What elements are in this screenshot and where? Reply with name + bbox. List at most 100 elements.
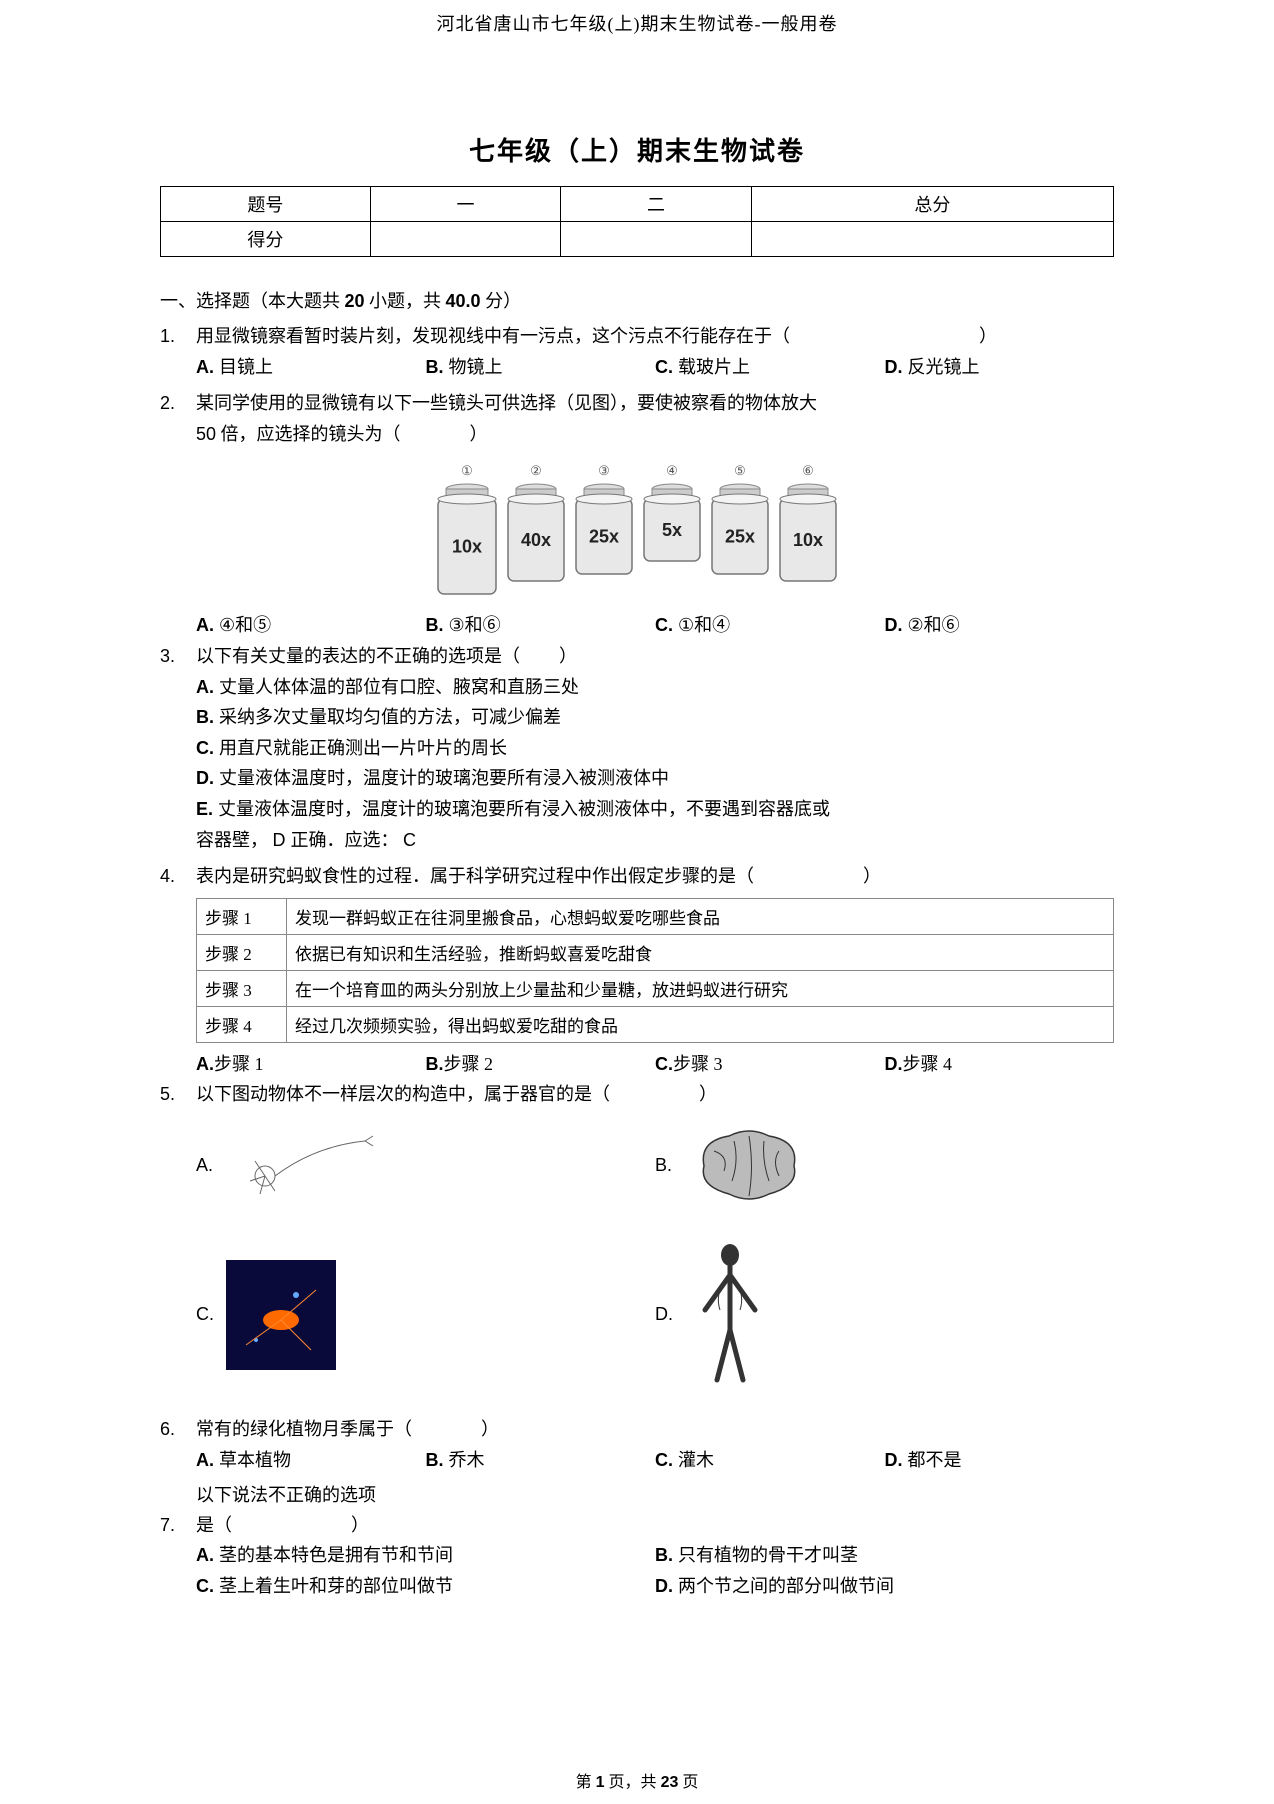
option-text: ②和⑥ xyxy=(908,615,960,635)
note-text: D 正确．应选： xyxy=(273,830,399,850)
paren: ） xyxy=(351,1515,369,1535)
footer-text: 页 xyxy=(682,1774,698,1791)
table-row: 步骤 3在一个培育皿的两头分别放上少量盐和少量糖，放进蚂蚁进行研究 xyxy=(197,970,1114,1006)
question-text: 倍，应选择的镜头为（ xyxy=(221,424,401,444)
footer-text: 页，共 xyxy=(609,1774,657,1791)
option-a: A.步骤 1 xyxy=(196,1049,426,1080)
table-row: 步骤 2依据已有知识和生活经验，推断蚂蚁喜爱吃甜食 xyxy=(197,934,1114,970)
option-text: 用直尺就能正确测出一片叶片的周长 xyxy=(219,738,507,758)
page-total: 23 xyxy=(661,1774,679,1791)
option-text: 丈量人体体温的部位有口腔、腋窝和直肠三处 xyxy=(219,677,579,697)
option-a: A. 草本植物 xyxy=(196,1445,426,1476)
question-text: 是（ xyxy=(196,1515,232,1535)
footer-text: 第 xyxy=(576,1774,592,1791)
question-2: 2. 某同学使用的显微镜有以下一些镜头可供选择（见图），要使被察看的物体放大 5… xyxy=(160,388,1114,449)
table-row: 得分 xyxy=(161,222,1114,257)
question-text: 用显微镜察看暂时装片刻，发现视线中有一污点，这个污点不行能存在于（ xyxy=(196,326,790,346)
option-text: 丈量液体温度时，温度计的玻璃泡要所有浸入被测液体中，不要遇到容器底或 xyxy=(218,799,830,819)
step-text: 经过几次频频实验，得出蚂蚁爱吃甜的食品 xyxy=(287,1006,1114,1042)
option-text: 乔木 xyxy=(449,1450,485,1470)
lens-item: ⑥ 10x xyxy=(777,463,839,600)
option-c: C. 用直尺就能正确测出一片叶片的周长 xyxy=(196,733,1114,764)
question-text: 以下图动物体不一样层次的构造中，属于器官的是（ xyxy=(196,1084,610,1104)
section-text: 分） xyxy=(485,291,521,311)
svg-text:25x: 25x xyxy=(589,527,619,547)
score-cell: 总分 xyxy=(751,187,1113,222)
option-text: 都不是 xyxy=(908,1450,962,1470)
step-label: 步骤 3 xyxy=(197,970,287,1006)
option-a: A. xyxy=(196,1116,655,1216)
option-e-tail: 容器壁， D 正确．应选： C xyxy=(196,825,1114,856)
q5-image-options: A. B. C. D. xyxy=(196,1116,1114,1414)
question-1: 1. 用显微镜察看暂时装片刻，发现视线中有一污点，这个污点不行能存在于（ ） A… xyxy=(160,321,1114,382)
step-text: 发现一群蚂蚁正在往洞里搬食品，心想蚂蚁爱吃哪些食品 xyxy=(287,898,1114,934)
option-d: D. 两个节之间的部分叫做节间 xyxy=(655,1571,1114,1602)
score-cell: 一 xyxy=(370,187,561,222)
question-number: 4. xyxy=(160,861,196,892)
main-title: 七年级（上）期末生物试卷 xyxy=(160,131,1114,168)
svg-text:25x: 25x xyxy=(725,527,755,547)
score-table: 题号 一 二 总分 得分 xyxy=(160,186,1114,257)
cell-micrograph-icon xyxy=(226,1260,336,1370)
option-d: D. xyxy=(655,1240,1114,1390)
question-6: 6. 常有的绿化植物月季属于（ ） A. 草本植物 B. 乔木 C. 灌木 D.… xyxy=(160,1414,1114,1475)
option-text: 步骤 4 xyxy=(903,1054,953,1074)
option-b: B. xyxy=(655,1116,1114,1216)
page-footer: 第 1 页，共 23 页 xyxy=(0,1768,1274,1792)
section-heading: 一、选择题（本大题共 20 小题，共 40.0 分） xyxy=(160,287,1114,313)
option-d: D.步骤 4 xyxy=(885,1049,1115,1080)
question-text: 以下有关丈量的表达的不正确的选项是（ xyxy=(196,646,520,666)
question-text: 50 xyxy=(196,424,216,444)
human-body-icon xyxy=(685,1240,775,1390)
option-b: B. 物镜上 xyxy=(426,352,656,383)
note-text: C xyxy=(403,830,416,850)
question-number: 7. xyxy=(160,1510,196,1602)
option-b: B.步骤 2 xyxy=(426,1049,656,1080)
page-number: 1 xyxy=(596,1774,605,1791)
svg-text:10x: 10x xyxy=(793,530,823,550)
paren: ） xyxy=(481,1419,499,1439)
step-label: 步骤 1 xyxy=(197,898,287,934)
question-text: 某同学使用的显微镜有以下一些镜头可供选择（见图），要使被察看的物体放大 xyxy=(196,388,1114,419)
question-number: 1. xyxy=(160,321,196,382)
lens-item: ⑤ 25x xyxy=(709,463,771,600)
option-text: 容器壁， xyxy=(196,830,268,850)
option-b: B. ③和⑥ xyxy=(426,610,656,641)
option-text: 两个节之间的部分叫做节间 xyxy=(678,1576,894,1596)
q2-options: A. ④和⑤ B. ③和⑥ C. ①和④ D. ②和⑥ xyxy=(196,610,1114,641)
section-text: 小题，共 xyxy=(369,291,441,311)
option-text: ④和⑤ xyxy=(219,615,271,635)
option-text: 步骤 2 xyxy=(444,1054,494,1074)
question-5: 5. 以下图动物体不一样层次的构造中，属于器官的是（ ） xyxy=(160,1079,1114,1110)
question-number: 3. xyxy=(160,641,196,855)
score-cell: 题号 xyxy=(161,187,371,222)
question-7: 7. 是（ ） A. 茎的基本特色是拥有节和节间 B. 只有植物的骨干才叫茎 C… xyxy=(160,1510,1114,1602)
option-text: 步骤 1 xyxy=(214,1054,264,1074)
option-text: 只有植物的骨干才叫茎 xyxy=(678,1545,858,1565)
option-text: 采纳多次丈量取均匀值的方法，可减少偏差 xyxy=(219,707,561,727)
paren: ） xyxy=(979,326,997,346)
option-c: C. ①和④ xyxy=(655,610,885,641)
option-text: 灌木 xyxy=(678,1450,714,1470)
option-b: B. 只有植物的骨干才叫茎 xyxy=(655,1540,1114,1571)
table-row: 题号 一 二 总分 xyxy=(161,187,1114,222)
score-cell xyxy=(751,222,1113,257)
option-c: C. 灌木 xyxy=(655,1445,885,1476)
option-d: D. 都不是 xyxy=(885,1445,1115,1476)
option-d: D. 反光镜上 xyxy=(885,352,1115,383)
option-c: C. xyxy=(196,1240,655,1390)
score-cell: 二 xyxy=(561,187,752,222)
option-text: 步骤 3 xyxy=(673,1054,723,1074)
option-text: 目镜上 xyxy=(219,357,273,377)
option-c: C. 茎上着生叶和芽的部位叫做节 xyxy=(196,1571,655,1602)
option-text: 丈量液体温度时，温度计的玻璃泡要所有浸入被测液体中 xyxy=(219,768,669,788)
brain-icon xyxy=(684,1116,814,1216)
score-cell: 得分 xyxy=(161,222,371,257)
paren: ） xyxy=(559,646,577,666)
svg-text:10x: 10x xyxy=(452,537,482,557)
score-cell xyxy=(370,222,561,257)
option-a: A. ④和⑤ xyxy=(196,610,426,641)
section-text: 一、选择题（本大题共 xyxy=(160,291,340,311)
q4-options: A.步骤 1 B.步骤 2 C.步骤 3 D.步骤 4 xyxy=(196,1049,1114,1080)
option-d: D. ②和⑥ xyxy=(885,610,1115,641)
